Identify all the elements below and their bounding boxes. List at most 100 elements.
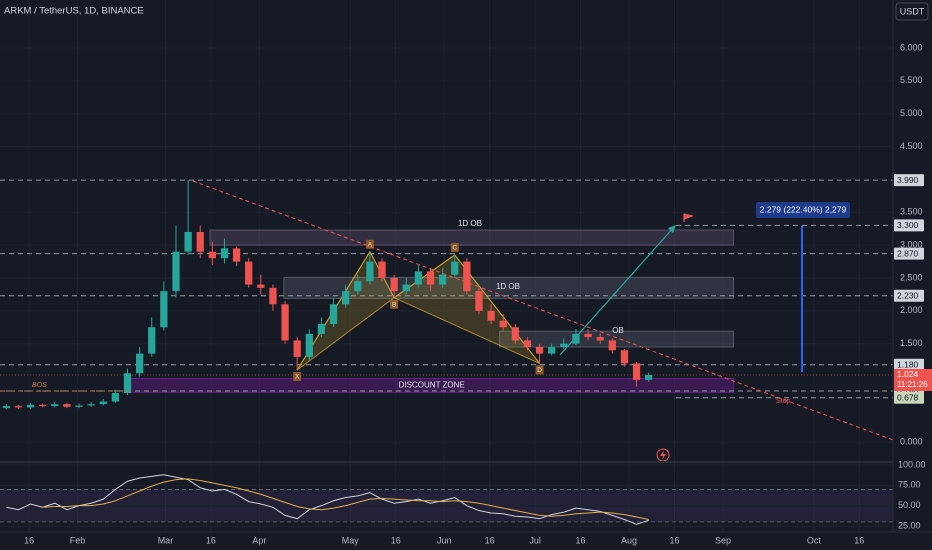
candle-body bbox=[87, 404, 95, 406]
zone-label: OB bbox=[612, 326, 624, 335]
pattern-point bbox=[390, 299, 399, 309]
candle-body bbox=[172, 251, 180, 292]
currency-button[interactable] bbox=[895, 2, 929, 21]
x-tick-label: Mar bbox=[158, 535, 174, 545]
level-price-label: 2.870 bbox=[897, 248, 919, 258]
candle-body bbox=[560, 343, 568, 347]
candle-body bbox=[26, 404, 35, 408]
pattern-point bbox=[535, 365, 544, 375]
rsi-tick-label: 25.00 bbox=[898, 520, 921, 530]
bos-label: BOS bbox=[32, 382, 47, 389]
x-tick-label: 16 bbox=[391, 535, 401, 545]
x-tick-label: Jun bbox=[437, 535, 452, 545]
pattern-point-label: D bbox=[537, 367, 542, 374]
pattern-point bbox=[293, 371, 302, 381]
candle-body bbox=[2, 406, 10, 409]
candle-body bbox=[487, 310, 495, 321]
level-price-label: 3.300 bbox=[897, 220, 919, 230]
level-price-label: 2.230 bbox=[897, 290, 919, 300]
zones: 1D OB 1D OB OB DISCOUNT ZONE bbox=[129, 219, 735, 393]
pattern-point bbox=[450, 242, 459, 252]
level-price-box bbox=[894, 289, 924, 302]
x-tick-label: 16 bbox=[485, 535, 495, 545]
zone-label: 1D OB bbox=[458, 219, 482, 228]
current-price-box bbox=[894, 368, 932, 391]
x-tick-label: 16 bbox=[24, 535, 34, 545]
pattern-point-label: B bbox=[392, 301, 396, 308]
rsi-tick-label: 50.00 bbox=[898, 500, 921, 510]
levels bbox=[0, 179, 893, 399]
candle-body bbox=[548, 346, 556, 354]
candle-body bbox=[620, 350, 629, 364]
candle-body bbox=[305, 333, 313, 357]
x-tick-label: Oct bbox=[807, 535, 822, 545]
candle-body bbox=[281, 304, 289, 341]
level-price-box bbox=[894, 174, 924, 187]
x-tick-label: May bbox=[342, 535, 360, 545]
zone-label: 1D OB bbox=[496, 282, 520, 291]
candle-body bbox=[596, 337, 604, 341]
candle-body bbox=[645, 374, 653, 380]
candle-body bbox=[402, 284, 410, 292]
candle-body bbox=[14, 406, 23, 408]
chart-title: ARKM / TetherUS, 1D, BINANCE bbox=[4, 6, 144, 17]
candle-body bbox=[148, 327, 156, 354]
candle-body bbox=[511, 327, 519, 341]
trend-line bbox=[192, 180, 894, 441]
candle-body bbox=[63, 404, 71, 407]
pattern-point-label: C bbox=[452, 245, 457, 252]
candle-body bbox=[111, 392, 120, 402]
flag bbox=[683, 213, 695, 222]
level-price-label: 1.180 bbox=[897, 359, 919, 369]
x-tick-label: Jul bbox=[529, 535, 541, 545]
candle-body bbox=[451, 261, 459, 275]
candle-body bbox=[366, 261, 374, 282]
x-tick-label: Aug bbox=[621, 535, 637, 545]
candle-body bbox=[184, 231, 192, 252]
candle-body bbox=[196, 231, 204, 252]
candles bbox=[2, 180, 653, 410]
level-price-box bbox=[894, 391, 924, 404]
current-price-label: 1.024 bbox=[897, 369, 919, 379]
pattern-point-label: A bbox=[368, 241, 373, 248]
pattern-point bbox=[365, 239, 374, 249]
candle-body bbox=[414, 271, 423, 285]
pattern-point-label: X bbox=[295, 374, 300, 381]
candle-body bbox=[257, 284, 265, 288]
candle-body bbox=[269, 287, 277, 305]
candle-body bbox=[535, 346, 544, 354]
candle-body bbox=[39, 404, 47, 407]
candle-body bbox=[584, 333, 592, 338]
zone-label: DISCOUNT ZONE bbox=[399, 381, 465, 390]
rsi-pane bbox=[0, 464, 893, 527]
candle-body bbox=[245, 261, 253, 285]
x-tick-label: 16 bbox=[576, 535, 586, 545]
level-price-box bbox=[894, 358, 924, 371]
candle-body bbox=[75, 405, 83, 407]
y-tick-label: 1.500 bbox=[900, 338, 923, 348]
candle-body bbox=[342, 291, 350, 305]
candle-body bbox=[608, 340, 616, 351]
grid bbox=[0, 0, 893, 532]
x-tick-label: Apr bbox=[252, 535, 266, 545]
y-tick-label: 4.500 bbox=[900, 141, 923, 151]
candle-body bbox=[232, 248, 241, 262]
projection-arrow bbox=[559, 226, 675, 356]
candle-body bbox=[220, 248, 229, 259]
candle-body bbox=[99, 401, 107, 405]
level-price-box bbox=[894, 247, 924, 260]
candle-body bbox=[523, 340, 532, 347]
y-tick-label: 2.000 bbox=[900, 305, 923, 315]
x-tick-label: 16 bbox=[206, 535, 216, 545]
event-bolt bbox=[660, 450, 666, 460]
candle-body bbox=[572, 333, 580, 344]
candle-body bbox=[463, 261, 471, 292]
candle-body bbox=[135, 353, 144, 374]
candle-body bbox=[475, 291, 483, 311]
y-tick-label: 5.500 bbox=[900, 75, 923, 85]
level-price-box bbox=[894, 219, 924, 232]
y-tick-label: 0.000 bbox=[900, 437, 923, 447]
x-tick-label: Sep bbox=[715, 535, 731, 545]
